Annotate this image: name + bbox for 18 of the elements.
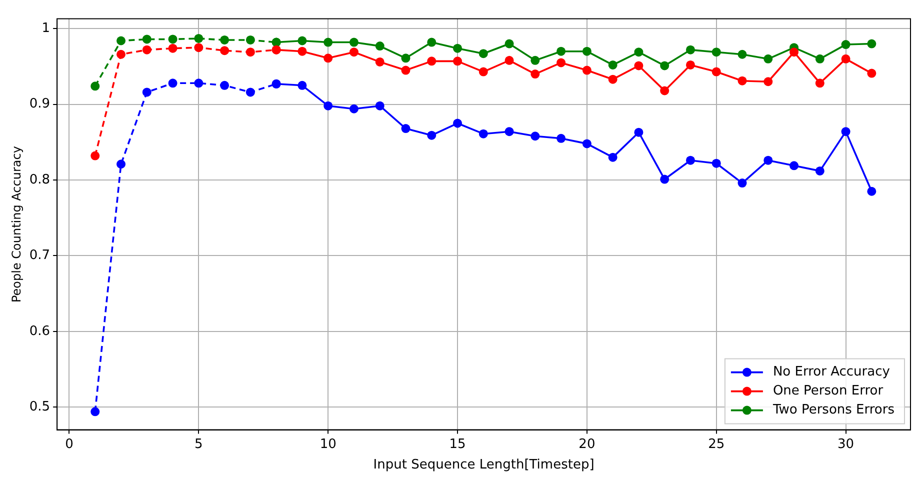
x-tick-label: 0 bbox=[65, 436, 74, 452]
x-tick-label: 20 bbox=[578, 436, 596, 452]
legend-label: One Person Error bbox=[772, 384, 884, 399]
x-axis-title: Input Sequence Length[Timestep] bbox=[373, 458, 594, 473]
y-tick-label: 1 bbox=[42, 21, 50, 36]
y-tick-label: 0.9 bbox=[29, 96, 50, 112]
x-tick-label: 25 bbox=[708, 436, 725, 452]
x-tick-label: 15 bbox=[449, 436, 466, 452]
y-tick-label: 0.6 bbox=[29, 324, 50, 339]
y-tick-label: 0.8 bbox=[29, 172, 50, 188]
x-tick-label: 10 bbox=[320, 436, 336, 452]
y-tick-label: 0.5 bbox=[29, 399, 50, 414]
x-tick-label: 30 bbox=[838, 436, 854, 452]
y-axis-title: People Counting Accuracy bbox=[9, 146, 24, 303]
y-tick-label: 0.7 bbox=[29, 248, 50, 264]
legend-label: Two Persons Errors bbox=[772, 402, 895, 418]
legend-label: No Error Accuracy bbox=[772, 364, 890, 380]
x-tick-label: 5 bbox=[194, 436, 203, 452]
